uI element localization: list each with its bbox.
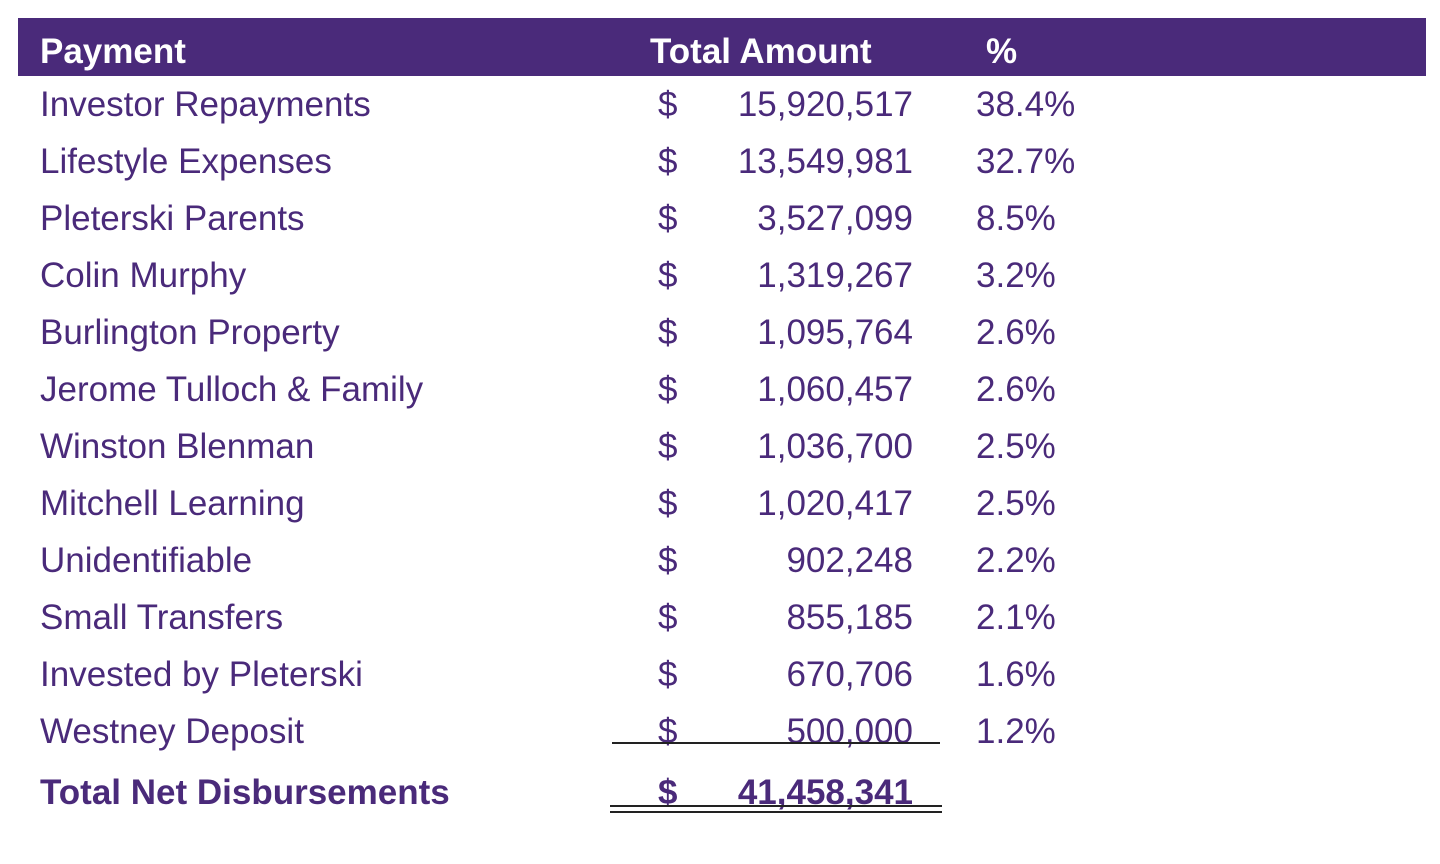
disbursements-table: Payment Total Amount % Investor Repaymen… [18,18,1426,826]
row-amount: 500,000 [786,712,913,751]
header-total-amount: Total Amount [650,32,872,71]
row-amount: 1,060,457 [757,370,913,409]
header-percent: % [986,32,1018,71]
currency-symbol: $ [658,655,678,694]
currency-symbol: $ [658,773,678,812]
total-label: Total Net Disbursements [40,773,450,812]
row-percent: 2.1% [976,598,1056,637]
currency-symbol: $ [658,142,678,181]
row-label: Lifestyle Expenses [40,142,332,181]
row-label: Investor Repayments [40,85,371,124]
subtotal-underline [612,742,940,744]
row-percent: 1.2% [976,712,1056,751]
table-row: Westney Deposit $ 500,000 1.2% [18,703,1426,760]
row-label: Burlington Property [40,313,340,352]
currency-symbol: $ [658,541,678,580]
row-amount: 1,036,700 [757,427,913,466]
table-row: Pleterski Parents $ 3,527,099 8.5% [18,190,1426,247]
row-amount: 855,185 [786,598,913,637]
header-payment: Payment [40,32,186,71]
row-label: Jerome Tulloch & Family [40,370,424,409]
currency-symbol: $ [658,85,678,124]
row-amount: 670,706 [786,655,913,694]
table-row: Burlington Property $ 1,095,764 2.6% [18,304,1426,361]
currency-symbol: $ [658,370,678,409]
row-amount: 1,095,764 [757,313,913,352]
total-row: Total Net Disbursements $ 41,458,341 [18,760,1426,826]
row-percent: 38.4% [976,85,1076,124]
row-amount: 1,319,267 [757,256,913,295]
currency-symbol: $ [658,427,678,466]
row-percent: 3.2% [976,256,1056,295]
row-percent: 2.5% [976,484,1056,523]
table-row: Lifestyle Expenses $ 13,549,981 32.7% [18,133,1426,190]
row-amount: 1,020,417 [757,484,913,523]
row-amount: 15,920,517 [737,85,913,124]
table-row: Small Transfers $ 855,185 2.1% [18,589,1426,646]
row-percent: 32.7% [976,142,1076,181]
total-double-underline [610,805,942,813]
currency-symbol: $ [658,313,678,352]
row-percent: 2.6% [976,313,1056,352]
table-row: Unidentifiable $ 902,248 2.2% [18,532,1426,589]
currency-symbol: $ [658,199,678,238]
row-amount: 13,549,981 [737,142,913,181]
table-row: Invested by Pleterski $ 670,706 1.6% [18,646,1426,703]
total-amount: 41,458,341 [737,773,913,812]
table-row: Mitchell Learning $ 1,020,417 2.5% [18,475,1426,532]
row-label: Winston Blenman [40,427,315,466]
table-row: Colin Murphy $ 1,319,267 3.2% [18,247,1426,304]
table-row: Investor Repayments $ 15,920,517 38.4% [18,76,1426,133]
row-label: Colin Murphy [40,256,247,295]
row-amount: 3,527,099 [757,199,913,238]
row-label: Unidentifiable [40,541,253,580]
row-percent: 2.6% [976,370,1056,409]
currency-symbol: $ [658,256,678,295]
row-amount: 902,248 [786,541,913,580]
row-label: Mitchell Learning [40,484,305,523]
row-percent: 2.2% [976,541,1056,580]
table-row: Winston Blenman $ 1,036,700 2.5% [18,418,1426,475]
row-label: Pleterski Parents [40,199,305,238]
currency-symbol: $ [658,484,678,523]
row-percent: 1.6% [976,655,1056,694]
table-row: Jerome Tulloch & Family $ 1,060,457 2.6% [18,361,1426,418]
currency-symbol: $ [658,712,678,751]
table-header: Payment Total Amount % [18,18,1426,76]
row-percent: 8.5% [976,199,1056,238]
currency-symbol: $ [658,598,678,637]
row-percent: 2.5% [976,427,1056,466]
row-label: Small Transfers [40,598,284,637]
row-label: Invested by Pleterski [40,655,363,694]
row-label: Westney Deposit [40,712,304,751]
